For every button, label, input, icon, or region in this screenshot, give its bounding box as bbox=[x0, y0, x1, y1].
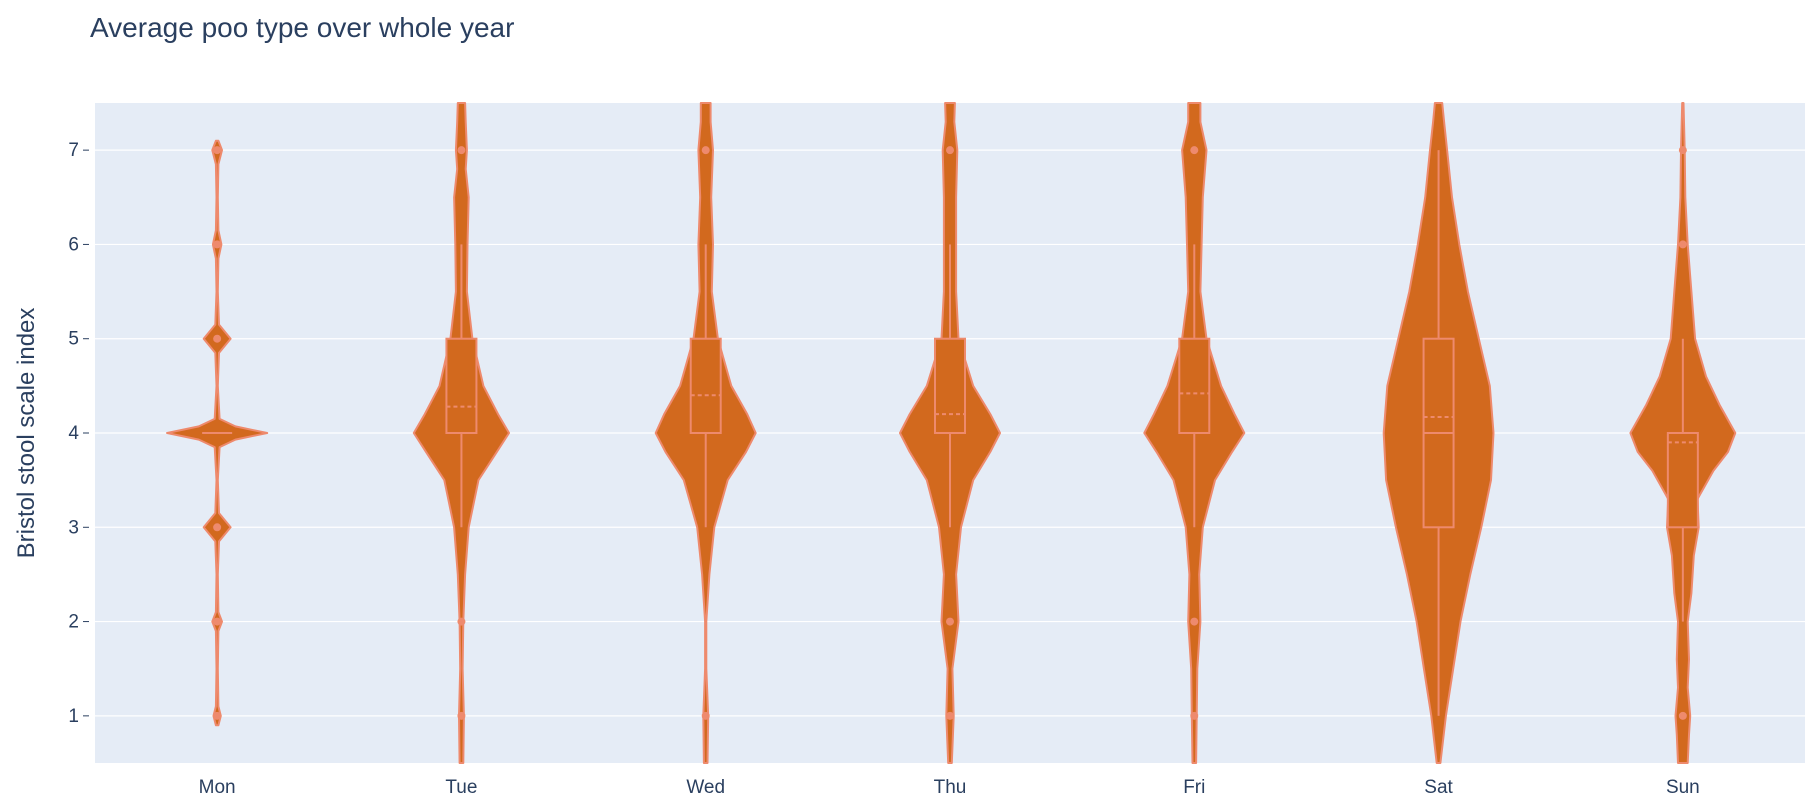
violin-sun[interactable] bbox=[1629, 102, 1737, 764]
y-axis-title: Bristol stool scale index bbox=[13, 308, 40, 559]
outlier-point bbox=[1190, 146, 1199, 155]
x-tick-labels: Mon Tue Wed Thu Fri Sat Sun bbox=[199, 777, 1700, 796]
y-tick-label: 3 bbox=[68, 517, 79, 538]
outlier-point bbox=[457, 146, 466, 155]
violin-tue[interactable] bbox=[412, 102, 510, 764]
x-tick-label: Fri bbox=[1183, 777, 1205, 796]
y-tick-label: 1 bbox=[68, 706, 79, 727]
violins bbox=[166, 102, 1737, 764]
y-tick-label: 7 bbox=[68, 140, 79, 161]
y-tick-label: 6 bbox=[68, 234, 79, 255]
outlier-point bbox=[213, 523, 222, 532]
violin-sat[interactable] bbox=[1382, 102, 1495, 764]
violin-mon[interactable] bbox=[166, 139, 269, 727]
x-tick-label: Mon bbox=[199, 777, 236, 796]
outlier-point bbox=[1190, 617, 1199, 626]
outlier-point bbox=[701, 146, 710, 155]
x-tick-label: Sat bbox=[1424, 777, 1453, 796]
outlier-point bbox=[701, 711, 710, 720]
violin-thu[interactable] bbox=[899, 102, 1001, 764]
violin-wed[interactable] bbox=[654, 102, 757, 764]
chart-title: Average poo type over whole year bbox=[90, 12, 515, 43]
outlier-point bbox=[1678, 240, 1687, 249]
outlier-point bbox=[213, 334, 222, 343]
outlier-point bbox=[213, 617, 222, 626]
outlier-point bbox=[457, 617, 466, 626]
box-iqr bbox=[1178, 337, 1211, 435]
x-tick-label: Tue bbox=[445, 777, 477, 796]
outlier-point bbox=[213, 240, 222, 249]
y-tick-labels: 1 2 3 4 5 6 7 bbox=[68, 140, 89, 727]
outlier-point bbox=[946, 146, 954, 155]
outlier-point bbox=[457, 711, 466, 720]
box-iqr bbox=[445, 337, 478, 435]
outlier-point bbox=[946, 617, 954, 626]
x-tick-label: Sun bbox=[1666, 777, 1700, 796]
y-tick-label: 2 bbox=[68, 612, 79, 633]
y-tick-label: 5 bbox=[68, 329, 79, 350]
x-tick-label: Wed bbox=[686, 777, 725, 796]
violin-fri[interactable] bbox=[1143, 102, 1246, 764]
outlier-point bbox=[213, 146, 222, 155]
box-iqr bbox=[1666, 432, 1699, 529]
outlier-point bbox=[1190, 711, 1199, 720]
x-tick-label: Thu bbox=[934, 777, 967, 796]
outlier-point bbox=[1678, 146, 1687, 155]
outlier-point bbox=[1678, 711, 1687, 720]
y-tick-label: 4 bbox=[68, 423, 79, 444]
outlier-point bbox=[213, 711, 222, 720]
outlier-point bbox=[946, 711, 954, 720]
box-iqr bbox=[689, 337, 722, 435]
box-iqr bbox=[934, 337, 966, 435]
